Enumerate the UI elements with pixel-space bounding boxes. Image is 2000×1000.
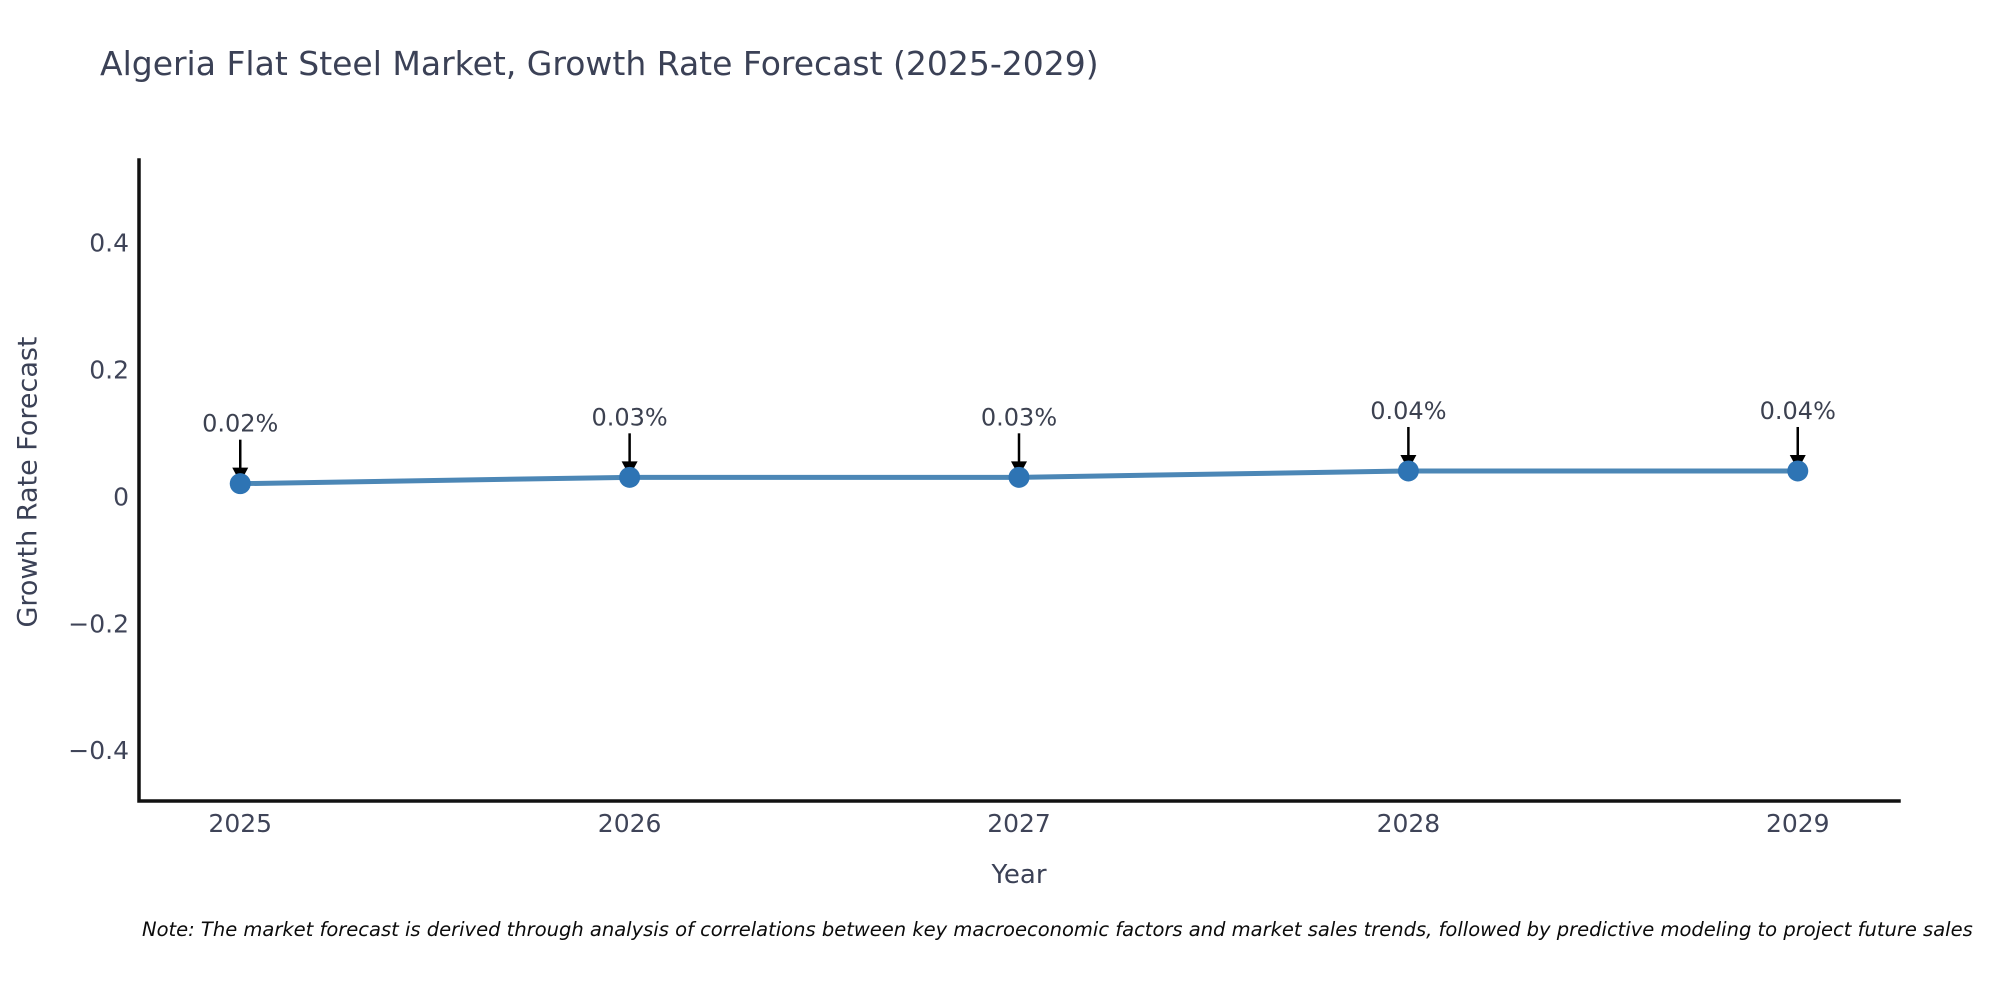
point-value-label: 0.04% [1760,397,1836,425]
y-tick-label: 0 [113,482,129,511]
x-tick-label: 2025 [208,809,272,838]
y-tick-label: 0.2 [89,355,129,384]
data-point-2028[interactable] [1397,460,1419,482]
x-axis-title: Year [991,860,1047,890]
y-tick-label: −0.4 [68,736,129,765]
point-value-label: 0.02% [202,410,278,438]
axis-spines [137,158,1901,803]
footnote-text: Note: The market forecast is derived thr… [142,918,1973,941]
point-value-label: 0.03% [981,403,1057,431]
data-point-2029[interactable] [1787,460,1809,482]
chart-title: Algeria Flat Steel Market, Growth Rate F… [100,44,1099,83]
y-tick-label: 0.4 [89,229,129,258]
y-tick-label: −0.2 [68,609,129,638]
data-point-2027[interactable] [1008,466,1030,488]
data-point-2026[interactable] [619,466,641,488]
point-value-label: 0.04% [1370,397,1446,425]
point-value-label: 0.03% [591,403,667,431]
data-point-2025[interactable] [229,473,251,495]
x-tick-label: 2027 [987,809,1051,838]
x-tick-label: 2026 [598,809,662,838]
x-tick-label: 2029 [1766,809,1830,838]
x-tick-label: 2028 [1377,809,1441,838]
